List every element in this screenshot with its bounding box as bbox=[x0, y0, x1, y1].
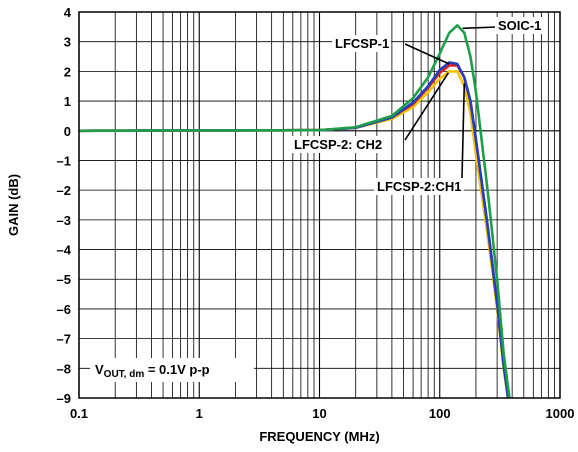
x-tick-label: 0.1 bbox=[70, 406, 88, 421]
condition-label: VOUT, dm = 0.1V p-p bbox=[90, 358, 254, 382]
y-tick-label: –2 bbox=[57, 183, 71, 198]
annotation-lfcsp-2-ch2-label: LFCSP-2: CH2 bbox=[294, 137, 382, 152]
x-tick-labels: 0.1 1 10 100 1000 bbox=[70, 406, 575, 421]
series-line-lfcsp-1 bbox=[78, 61, 510, 399]
condition-main: V bbox=[95, 362, 104, 377]
annotation-lfcsp-2-ch2-box bbox=[291, 136, 389, 153]
x-axis-title: FREQUENCY (MHz) bbox=[259, 429, 379, 444]
y-tick-label: 1 bbox=[64, 94, 71, 109]
y-tick-label: –8 bbox=[57, 361, 71, 376]
condition-rest: = 0.1V p-p bbox=[144, 362, 209, 377]
y-tick-label: 4 bbox=[64, 5, 72, 20]
y-tick-label: –7 bbox=[57, 332, 71, 347]
x-tick-label: 1 bbox=[196, 406, 203, 421]
condition-box bbox=[90, 358, 254, 382]
annotation-lfcsp-2-ch1-label: LFCSP-2:CH1 bbox=[377, 179, 462, 194]
series-line-lfcsp-2-ch1 bbox=[78, 64, 510, 399]
annotation-lfcsp-2-ch1-leader bbox=[461, 83, 466, 179]
y-tick-label: –1 bbox=[57, 153, 71, 168]
plot-frame bbox=[78, 11, 561, 399]
annotation-lfcsp-2-ch1-box bbox=[374, 178, 464, 195]
condition-sub: OUT, dm bbox=[104, 369, 145, 380]
y-tick-label: –6 bbox=[57, 302, 71, 317]
condition-text: VOUT, dm = 0.1V p-p bbox=[95, 362, 210, 380]
x-tick-label: 10 bbox=[312, 406, 326, 421]
x-tick-label: 100 bbox=[429, 406, 451, 421]
grid-lines bbox=[78, 11, 560, 399]
annotation-lfcsp-2-ch2-leader bbox=[404, 72, 450, 141]
annotation-lfcsp-1-box bbox=[332, 35, 392, 52]
y-tick-label: 3 bbox=[64, 35, 71, 50]
y-tick-label: –5 bbox=[57, 272, 71, 287]
y-tick-label: –9 bbox=[57, 391, 71, 406]
annotation-soic-1-label: SOIC-1 bbox=[498, 18, 541, 33]
y-tick-label: –4 bbox=[57, 243, 72, 258]
series-line-soic-1 bbox=[78, 24, 511, 399]
annotation-lfcsp-1-leader bbox=[404, 43, 450, 65]
annotation-soic-1-leader bbox=[462, 26, 498, 30]
y-tick-label: 2 bbox=[64, 64, 71, 79]
y-tick-labels: 4 3 2 1 0 –1 –2 –3 –4 –5 –6 –7 –8 –9 bbox=[57, 5, 72, 406]
annotation-lfcsp-1-label: LFCSP-1 bbox=[335, 36, 389, 51]
annotations: SOIC-1 LFCSP-1 LFCSP-2: CH2 LFCSP-2:CH1 bbox=[291, 17, 547, 195]
series-lines bbox=[78, 24, 511, 399]
y-axis-title: GAIN (dB) bbox=[6, 174, 21, 236]
series-line-lfcsp-2-ch2 bbox=[78, 70, 510, 399]
annotation-soic-1-box bbox=[495, 17, 547, 34]
y-tick-label: –3 bbox=[57, 213, 71, 228]
y-tick-label: 0 bbox=[64, 124, 71, 139]
x-tick-label: 1000 bbox=[546, 406, 575, 421]
